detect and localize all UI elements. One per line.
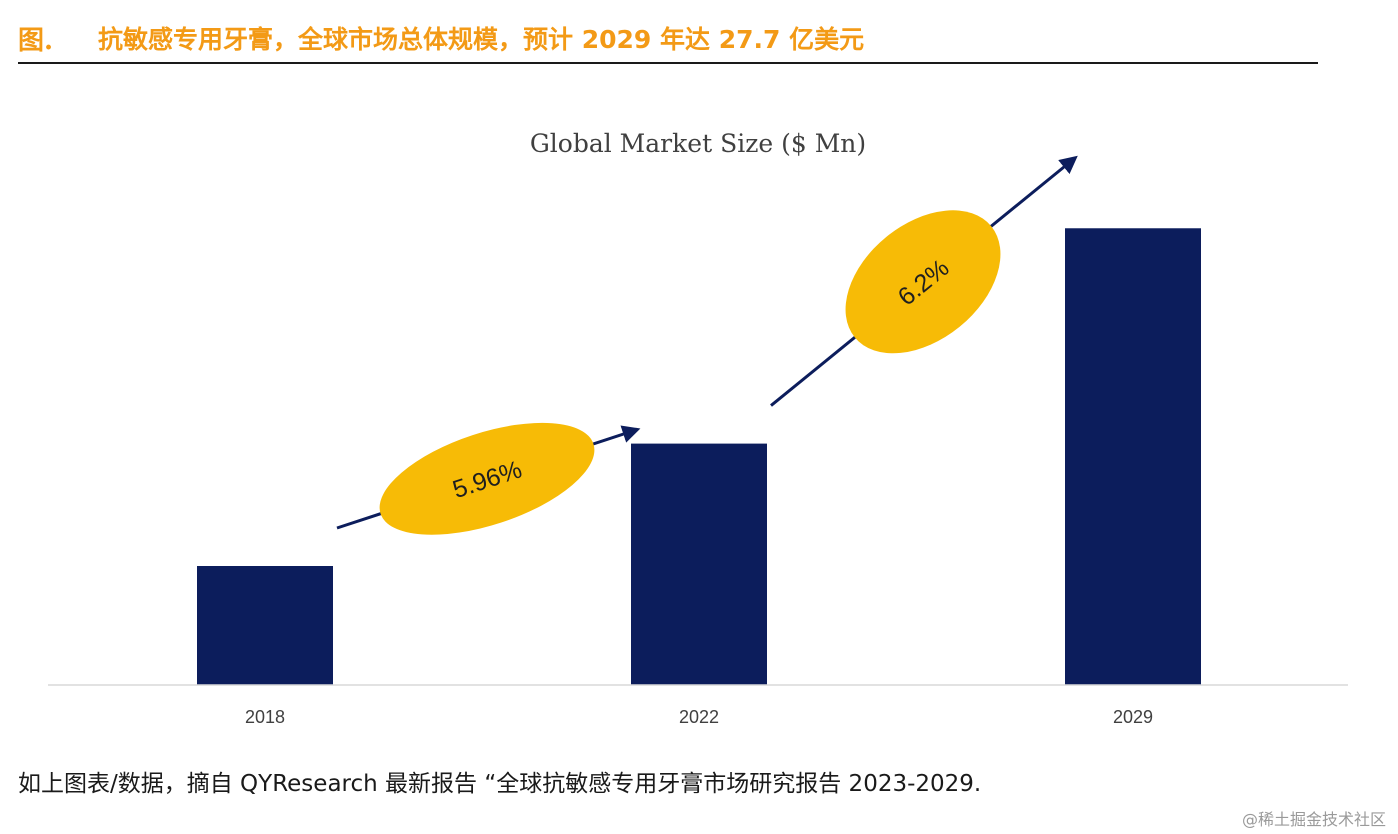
source-note: 如上图表/数据，摘自 QYResearch 最新报告 “全球抗敏感专用牙膏市场研… (18, 771, 982, 797)
x-tick-label: 2018 (245, 707, 285, 727)
cagr-badge (845, 210, 1001, 354)
bar-2018 (197, 566, 333, 685)
chart-panel: Global Market Size ($ Mn) 2018 2022 2029 5… (18, 75, 1380, 745)
figure-header: 图. 抗敏感专用牙膏，全球市场总体规模，预计 2029 年达 27.7 亿美元 (18, 18, 1318, 64)
figure-title: 抗敏感专用牙膏，全球市场总体规模，预计 2029 年达 27.7 亿美元 (98, 25, 865, 54)
bar-chart: Global Market Size ($ Mn) 2018 2022 2029 5… (48, 129, 1348, 727)
x-tick-label: 2029 (1113, 707, 1153, 727)
x-tick-label: 2022 (679, 707, 719, 727)
chart-title: Global Market Size ($ Mn) (530, 129, 866, 158)
cagr-badge (379, 422, 595, 535)
figure-prefix: 图. (18, 26, 54, 56)
bar-2022 (631, 443, 767, 685)
watermark: @稀土掘金技术社区 (1241, 810, 1386, 829)
bar-2029 (1065, 228, 1201, 685)
